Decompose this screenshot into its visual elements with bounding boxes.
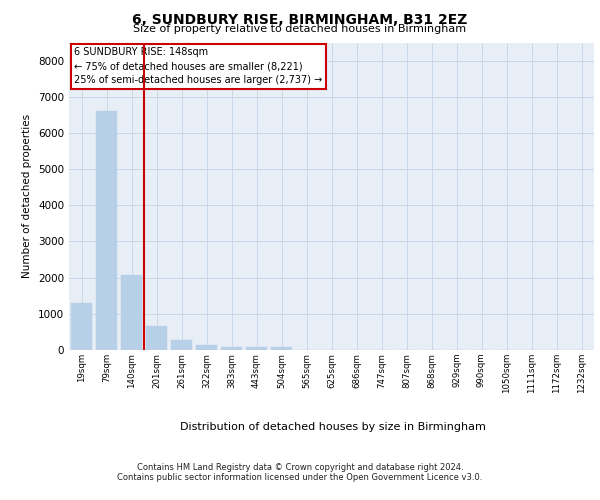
Text: 6 SUNDBURY RISE: 148sqm
← 75% of detached houses are smaller (8,221)
25% of semi: 6 SUNDBURY RISE: 148sqm ← 75% of detache… — [74, 47, 323, 85]
Text: Size of property relative to detached houses in Birmingham: Size of property relative to detached ho… — [133, 24, 467, 34]
Y-axis label: Number of detached properties: Number of detached properties — [22, 114, 32, 278]
Text: Distribution of detached houses by size in Birmingham: Distribution of detached houses by size … — [180, 422, 486, 432]
Bar — [146, 326, 167, 350]
Text: Contains HM Land Registry data © Crown copyright and database right 2024.: Contains HM Land Registry data © Crown c… — [137, 462, 463, 471]
Bar — [196, 346, 217, 350]
Bar — [221, 346, 242, 350]
Bar — [246, 347, 267, 350]
Text: 6, SUNDBURY RISE, BIRMINGHAM, B31 2EZ: 6, SUNDBURY RISE, BIRMINGHAM, B31 2EZ — [133, 12, 467, 26]
Bar — [71, 303, 92, 350]
Text: Contains public sector information licensed under the Open Government Licence v3: Contains public sector information licen… — [118, 472, 482, 482]
Bar — [96, 111, 117, 350]
Bar — [121, 275, 142, 350]
Bar — [171, 340, 192, 350]
Bar — [271, 346, 292, 350]
